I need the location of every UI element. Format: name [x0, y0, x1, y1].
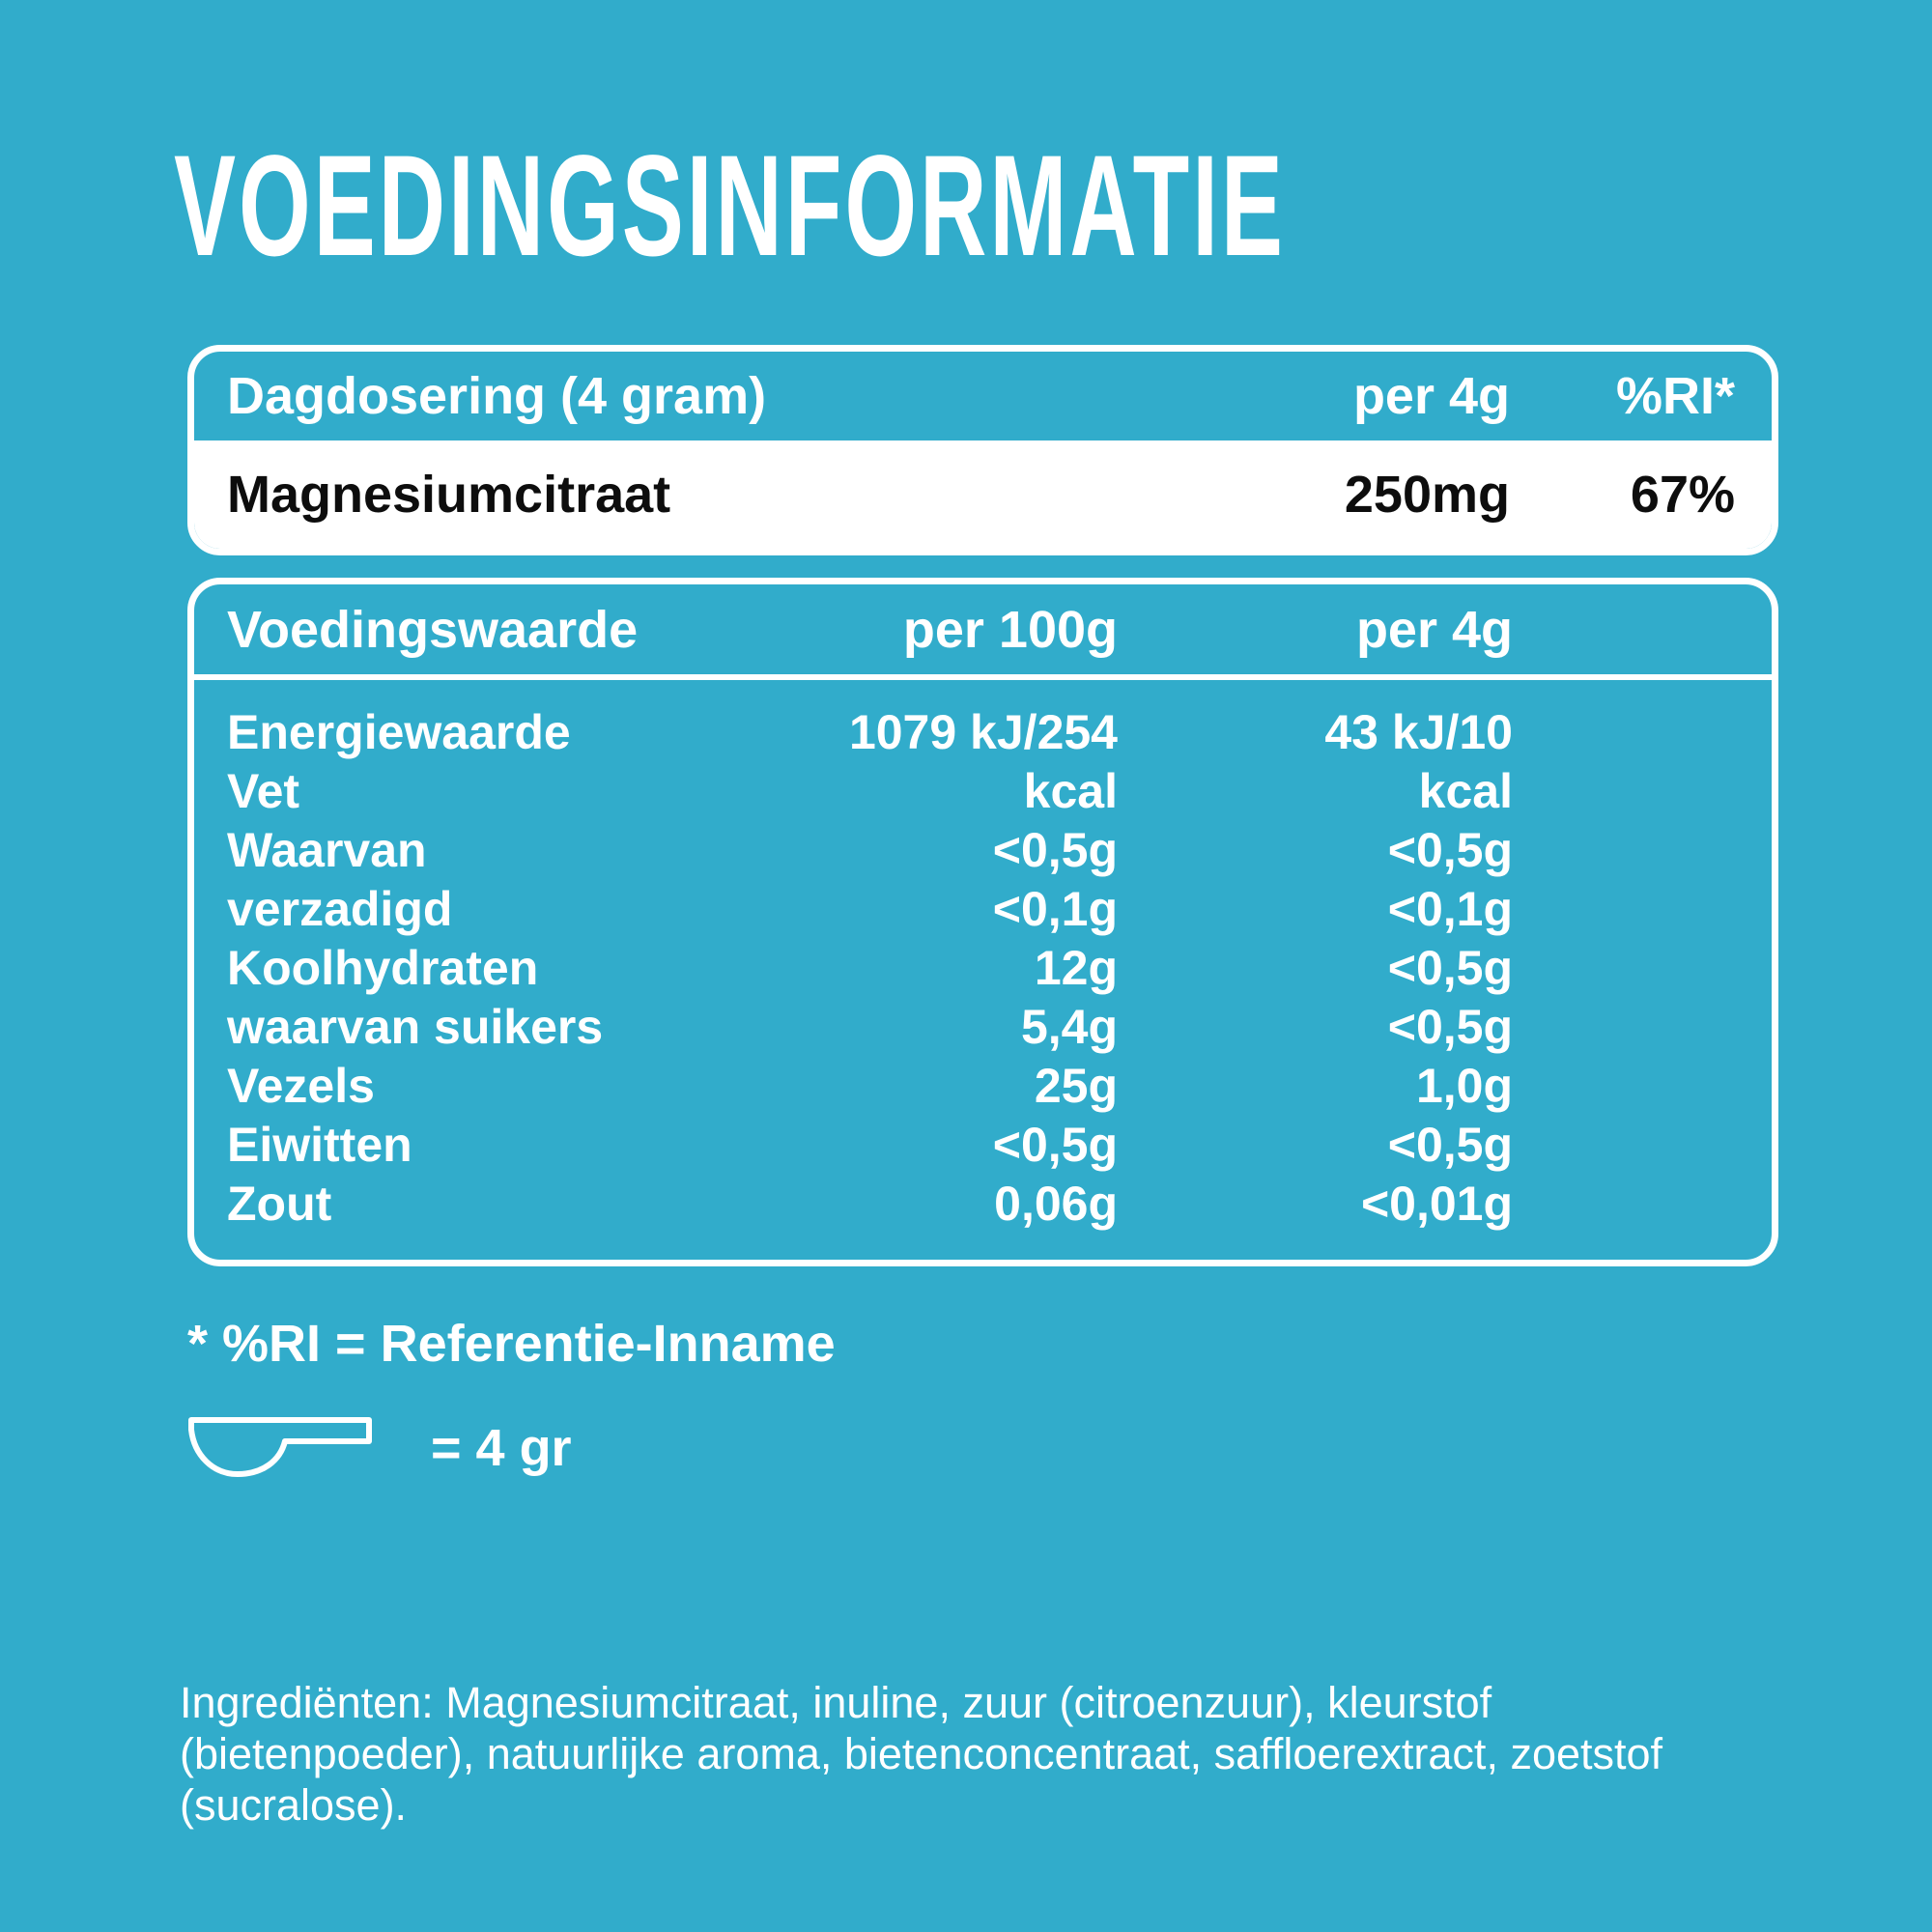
row-per100g: <0,5g — [992, 1118, 1118, 1172]
row-per4g: <0,5g — [1387, 941, 1513, 995]
dose-header-ri: %RI* — [1615, 367, 1735, 425]
row-per100g: 1079 kJ/254 — [848, 705, 1118, 759]
ri-footnote: * %RI = Referentie-Inname — [187, 1315, 836, 1373]
dose-table: Dagdosering (4 gram) per 4g %RI* Magnesi… — [187, 345, 1778, 555]
row-label: Koolhydraten — [227, 941, 539, 995]
row-label: Vet — [227, 764, 300, 818]
table-row: verzadigd <0,1g <0,1g — [227, 880, 1513, 939]
table-row: Vet kcal kcal — [227, 762, 1513, 821]
page-title: VOEDINGSINFORMATIE — [174, 126, 1286, 287]
row-label: verzadigd — [227, 882, 453, 936]
table-row: Koolhydraten 12g <0,5g — [227, 939, 1513, 998]
ingredients-line: (bietenpoeder), natuurlijke aroma, biete… — [180, 1729, 1663, 1778]
row-per100g: 0,06g — [994, 1177, 1118, 1231]
ingredients-paragraph: Ingrediënten: Magnesiumcitraat, inuline,… — [180, 1677, 1662, 1831]
ingredients-line: (sucralose). — [180, 1780, 408, 1830]
scoop-icon — [188, 1417, 372, 1477]
row-per100g: kcal — [1023, 764, 1118, 818]
table-row: waarvan suikers 5,4g <0,5g — [227, 998, 1513, 1057]
table-row: Vezels 25g 1,0g — [227, 1057, 1513, 1116]
scoop-weight-label: = 4 gr — [431, 1419, 572, 1477]
row-per100g: 25g — [1034, 1059, 1118, 1113]
dose-table-header: Dagdosering (4 gram) per 4g %RI* — [194, 352, 1772, 440]
ingredients-line: Ingrediënten: Magnesiumcitraat, inuline,… — [180, 1678, 1492, 1727]
table-row: Zout 0,06g <0,01g — [227, 1175, 1513, 1234]
row-per4g: 43 kJ/10 — [1324, 705, 1513, 759]
dose-header-label: Dagdosering (4 gram) — [227, 367, 767, 425]
scoop-legend: = 4 gr — [187, 1412, 572, 1484]
row-per100g: 12g — [1034, 941, 1118, 995]
row-label: Waarvan — [227, 823, 427, 877]
table-row: Waarvan <0,5g <0,5g — [227, 821, 1513, 880]
row-label: waarvan suikers — [227, 1000, 604, 1054]
row-label: Energiewaarde — [227, 705, 571, 759]
dose-header-per4g: per 4g — [1352, 367, 1510, 425]
nutrition-table-header: Voedingswaarde per 100g per 4g — [194, 584, 1772, 680]
row-label: Vezels — [227, 1059, 375, 1113]
nutrition-header-per4g: per 4g — [1355, 600, 1513, 659]
dose-row-label: Magnesiumcitraat — [227, 466, 671, 524]
row-per4g: <0,1g — [1387, 882, 1513, 936]
dose-row-per4g: 250mg — [1344, 466, 1510, 524]
dose-row-ri: 67% — [1630, 466, 1735, 524]
nutrition-header-per100g: per 100g — [902, 600, 1118, 659]
row-per4g: <0,5g — [1387, 1118, 1513, 1172]
table-row: Eiwitten <0,5g <0,5g — [227, 1116, 1513, 1175]
row-per100g: <0,1g — [992, 882, 1118, 936]
row-per4g: <0,5g — [1387, 823, 1513, 877]
row-per100g: <0,5g — [992, 823, 1118, 877]
row-per4g: <0,5g — [1387, 1000, 1513, 1054]
row-per100g: 5,4g — [1020, 1000, 1118, 1054]
row-per4g: <0,01g — [1360, 1177, 1513, 1231]
row-label: Zout — [227, 1177, 332, 1231]
nutrition-table: Voedingswaarde per 100g per 4g Energiewa… — [187, 578, 1778, 1266]
nutrition-table-body: Energiewaarde 1079 kJ/254 43 kJ/10 Vet k… — [194, 680, 1772, 1234]
nutrition-header-label: Voedingswaarde — [227, 600, 639, 659]
row-label: Eiwitten — [227, 1118, 412, 1172]
row-per4g: 1,0g — [1415, 1059, 1513, 1113]
table-row: Magnesiumcitraat 250mg 67% — [194, 440, 1772, 549]
row-per4g: kcal — [1418, 764, 1513, 818]
table-row: Energiewaarde 1079 kJ/254 43 kJ/10 — [227, 703, 1513, 762]
